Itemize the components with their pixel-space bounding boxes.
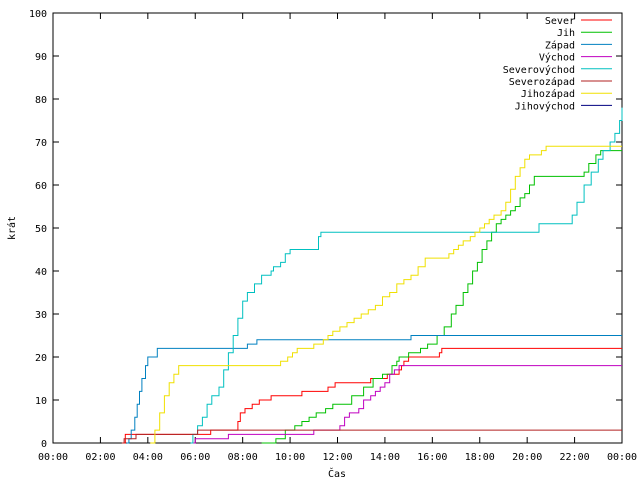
- y-tick-label: 70: [35, 138, 47, 149]
- y-tick-label: 20: [35, 353, 47, 364]
- series-line-západ: [126, 335, 622, 444]
- legend-label: Východ: [539, 52, 575, 64]
- y-tick-label: 90: [35, 52, 47, 63]
- y-tick-label: 40: [35, 267, 47, 278]
- x-tick-label: 14:00: [370, 452, 400, 463]
- x-tick-label: 04:00: [133, 452, 163, 463]
- x-axis-title: Čas: [328, 467, 346, 480]
- y-tick-label: 80: [35, 95, 47, 106]
- x-tick-label: 12:00: [322, 452, 352, 463]
- y-tick-label: 30: [35, 310, 47, 321]
- legend-label: Jih: [557, 28, 575, 39]
- x-axis: 00:00 02:00 04:00 06:00 08:00 10:00 12:00 14:00…: [38, 13, 637, 463]
- x-tick-label: 08:00: [228, 452, 258, 463]
- x-tick-label: 00:00: [38, 452, 68, 463]
- series-line-severozápad: [121, 429, 622, 444]
- y-axis-title: krát: [6, 216, 18, 240]
- x-tick-label: 16:00: [417, 452, 447, 463]
- series-line-jihozápad: [150, 145, 622, 444]
- y-tick-label: 100: [29, 9, 47, 20]
- legend-label: Severovýchod: [503, 64, 575, 76]
- y-tick-label: 60: [35, 181, 47, 192]
- y-tick-label: 0: [41, 439, 47, 450]
- y-tick-label: 50: [35, 224, 47, 235]
- series-line-východ: [192, 365, 622, 444]
- y-tick-label: 10: [35, 396, 47, 407]
- x-tick-label: 22:00: [560, 452, 590, 463]
- legend-label: Západ: [545, 39, 575, 51]
- x-tick-label: 06:00: [180, 452, 210, 463]
- series-layer: [121, 107, 623, 444]
- series-line-sever: [124, 347, 622, 444]
- legend: SeverJihZápadVýchodSeverovýchodSeverozáp…: [503, 16, 612, 112]
- legend-label: Jihovýchod: [515, 100, 575, 112]
- x-tick-label: 18:00: [465, 452, 495, 463]
- series-line-jih: [261, 150, 622, 444]
- x-tick-label: 20:00: [512, 452, 542, 463]
- x-tick-label: 10:00: [275, 452, 305, 463]
- series-line-severovýchod: [190, 107, 623, 444]
- y-axis: 0 10 20 30 40 50 60 70 80 90 100: [29, 9, 622, 450]
- legend-label: Sever: [545, 16, 575, 27]
- legend-label: Severozápad: [509, 76, 575, 88]
- legend-label: Jihozápad: [521, 88, 575, 100]
- x-tick-label: 02:00: [85, 452, 115, 463]
- x-tick-label: 00:00: [607, 452, 637, 463]
